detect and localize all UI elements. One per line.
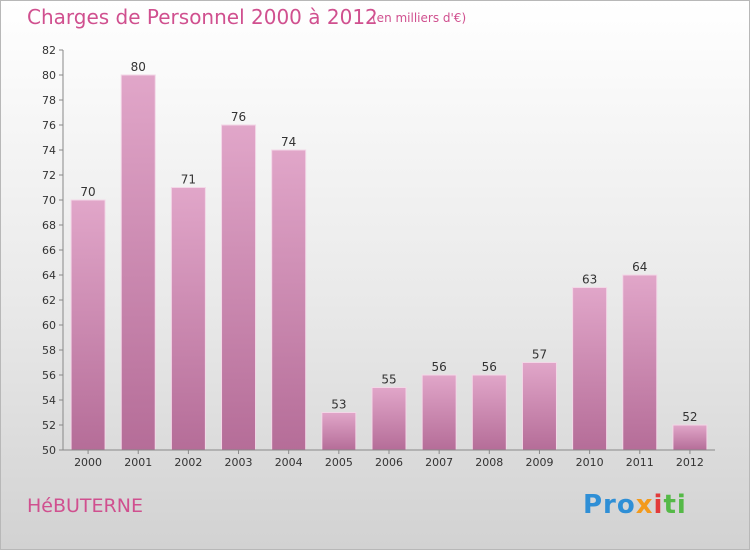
bar xyxy=(70,199,106,451)
bar-value-label: 76 xyxy=(231,110,246,124)
x-tick-label: 2001 xyxy=(124,456,152,469)
bar-value-label: 53 xyxy=(331,398,346,412)
y-tick-label: 76 xyxy=(42,119,56,132)
bar xyxy=(672,424,708,451)
chart-title: Charges de Personnel 2000 à 2012 xyxy=(27,5,378,29)
x-tick-label: 2002 xyxy=(174,456,202,469)
bar xyxy=(371,387,407,451)
bar xyxy=(170,187,206,451)
x-tick-label: 2004 xyxy=(275,456,303,469)
bar-value-label: 56 xyxy=(482,360,497,374)
x-tick-label: 2008 xyxy=(475,456,503,469)
y-tick-label: 58 xyxy=(42,344,56,357)
logo-part-2: x xyxy=(635,490,654,520)
y-tick-label: 54 xyxy=(42,394,56,407)
y-tick-label: 66 xyxy=(42,244,56,257)
bar-value-label: 70 xyxy=(80,185,95,199)
bar-value-label: 74 xyxy=(281,135,296,149)
proxiti-logo: Proxiti xyxy=(583,490,687,520)
bar-value-label: 71 xyxy=(181,173,196,187)
y-tick-label: 78 xyxy=(42,94,56,107)
bar xyxy=(421,374,457,451)
y-tick-label: 74 xyxy=(42,144,56,157)
x-tick-label: 2012 xyxy=(676,456,704,469)
bar-value-label: 64 xyxy=(632,260,647,274)
y-tick-label: 82 xyxy=(42,44,56,57)
y-tick-label: 64 xyxy=(42,269,56,282)
bar xyxy=(622,274,658,451)
x-tick-label: 2003 xyxy=(225,456,253,469)
bar-value-label: 80 xyxy=(131,60,146,74)
bar xyxy=(521,362,557,451)
chart-subtitle: (en milliers d'€) xyxy=(372,11,467,25)
bar-value-label: 56 xyxy=(432,360,447,374)
commune-name: HéBUTERNE xyxy=(27,495,143,517)
logo-part-1: Pro xyxy=(583,490,636,520)
y-tick-label: 80 xyxy=(42,69,56,82)
y-tick-label: 70 xyxy=(42,194,56,207)
x-tick-label: 2010 xyxy=(576,456,604,469)
y-tick-label: 62 xyxy=(42,294,56,307)
y-tick-label: 68 xyxy=(42,219,56,232)
y-tick-label: 52 xyxy=(42,419,56,432)
x-tick-label: 2005 xyxy=(325,456,353,469)
bar xyxy=(221,124,257,451)
logo-part-4: ti xyxy=(663,490,687,520)
y-tick-label: 50 xyxy=(42,444,56,457)
bar-value-label: 55 xyxy=(381,373,396,387)
y-tick-label: 56 xyxy=(42,369,56,382)
bar xyxy=(471,374,507,451)
bar xyxy=(321,412,357,451)
x-tick-label: 2006 xyxy=(375,456,403,469)
x-tick-label: 2000 xyxy=(74,456,102,469)
y-tick-label: 60 xyxy=(42,319,56,332)
x-tick-label: 2007 xyxy=(425,456,453,469)
bar xyxy=(271,149,307,451)
x-tick-label: 2011 xyxy=(626,456,654,469)
bar-value-label: 57 xyxy=(532,348,547,362)
bar xyxy=(120,74,156,451)
y-tick-label: 72 xyxy=(42,169,56,182)
bar-value-label: 63 xyxy=(582,273,597,287)
logo-part-3: i xyxy=(653,490,664,520)
bar-value-label: 52 xyxy=(682,410,697,424)
bar xyxy=(572,287,608,451)
x-tick-label: 2009 xyxy=(525,456,553,469)
